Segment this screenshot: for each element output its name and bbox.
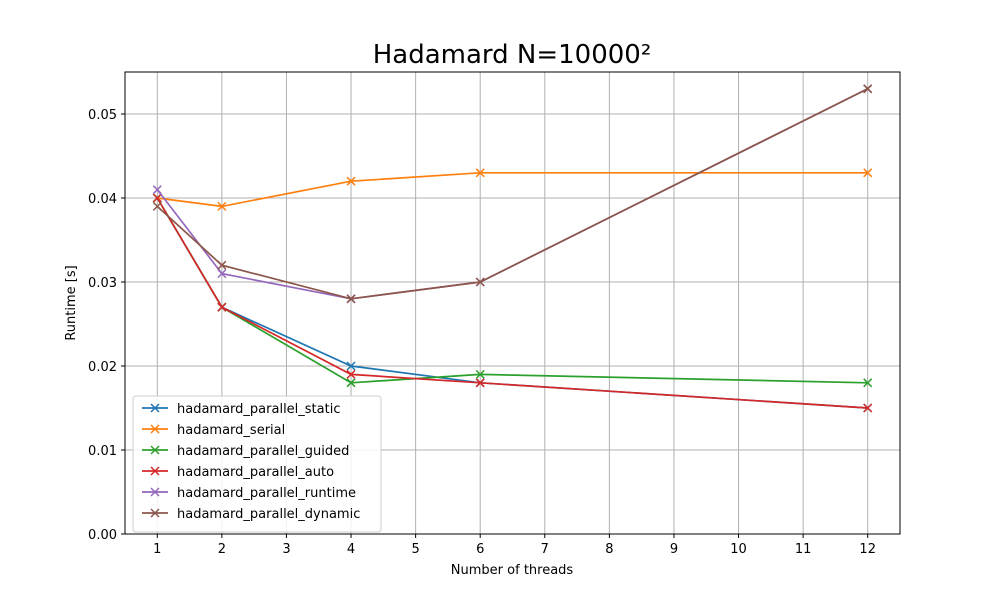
data-point bbox=[152, 185, 162, 195]
legend-item: hadamard_parallel_auto bbox=[142, 465, 334, 480]
data-point bbox=[346, 378, 356, 388]
legend-box bbox=[132, 395, 382, 533]
data-point bbox=[346, 361, 356, 371]
data-point bbox=[217, 302, 227, 312]
legend-label: hadamard_parallel_runtime bbox=[177, 486, 356, 501]
series-hadamard_parallel_auto bbox=[152, 193, 873, 413]
legend-item: hadamard_serial bbox=[142, 423, 285, 438]
data-point bbox=[863, 403, 873, 413]
x-tick-label: 10 bbox=[730, 542, 747, 557]
legend-label: hadamard_serial bbox=[177, 423, 285, 438]
data-point bbox=[475, 369, 485, 379]
data-point bbox=[475, 168, 485, 178]
y-axis-label: Runtime [s] bbox=[64, 265, 79, 340]
data-point bbox=[863, 378, 873, 388]
legend-marker bbox=[150, 466, 160, 476]
y-tick-label: 0.04 bbox=[88, 192, 117, 207]
legend-marker bbox=[150, 445, 160, 455]
x-tick-label: 2 bbox=[218, 542, 226, 557]
x-tick-label: 6 bbox=[476, 542, 484, 557]
series-layer bbox=[152, 84, 873, 413]
legend-marker bbox=[150, 424, 160, 434]
x-tick-label: 4 bbox=[347, 542, 355, 557]
legend-label: hadamard_parallel_dynamic bbox=[177, 507, 360, 522]
x-tick-label: 12 bbox=[859, 542, 876, 557]
data-point bbox=[346, 294, 356, 304]
data-point bbox=[217, 260, 227, 270]
x-axis-label: Number of threads bbox=[451, 563, 574, 578]
y-tick-label: 0.03 bbox=[88, 276, 117, 291]
legend-item: hadamard_parallel_static bbox=[142, 402, 340, 417]
y-tick-label: 0.00 bbox=[88, 528, 117, 543]
x-tick-label: 11 bbox=[795, 542, 812, 557]
legend-item: hadamard_parallel_runtime bbox=[142, 486, 356, 501]
y-tick-label: 0.01 bbox=[88, 444, 117, 459]
legend-marker bbox=[150, 403, 160, 413]
legend-label: hadamard_parallel_guided bbox=[177, 444, 349, 459]
legend-marker bbox=[150, 508, 160, 518]
data-point bbox=[863, 168, 873, 178]
y-tick-label: 0.05 bbox=[88, 108, 117, 123]
data-point bbox=[475, 277, 485, 287]
data-point bbox=[346, 176, 356, 186]
x-tick-label: 8 bbox=[605, 542, 613, 557]
x-tick-label: 1 bbox=[153, 542, 161, 557]
data-point bbox=[346, 369, 356, 379]
data-point bbox=[152, 201, 162, 211]
x-tick-label: 7 bbox=[541, 542, 549, 557]
y-tick-label: 0.02 bbox=[88, 360, 117, 375]
grid bbox=[125, 72, 900, 535]
x-tick-label: 3 bbox=[282, 542, 290, 557]
legend-label: hadamard_parallel_static bbox=[177, 402, 340, 417]
data-point bbox=[152, 193, 162, 203]
ticks: 1 2 3 4 5 6 7 8 9 10 11 120.000.010.020.030.040.05 bbox=[88, 108, 876, 557]
chart-title: Hadamard N=10000² bbox=[373, 40, 652, 70]
plot-frame bbox=[124, 71, 901, 535]
data-point bbox=[863, 84, 873, 94]
legend-marker bbox=[150, 487, 160, 497]
legend-label: hadamard_parallel_auto bbox=[177, 465, 334, 480]
data-point bbox=[475, 378, 485, 388]
legend-item: hadamard_parallel_guided bbox=[142, 444, 349, 459]
x-tick-label: 9 bbox=[670, 542, 678, 557]
legend-item: hadamard_parallel_dynamic bbox=[142, 507, 360, 522]
series-hadamard_parallel_dynamic bbox=[152, 84, 873, 304]
data-point bbox=[217, 201, 227, 211]
legend: hadamard_parallel_static hadamard_serialh… bbox=[132, 395, 382, 533]
data-point bbox=[217, 269, 227, 279]
x-tick-label: 5 bbox=[411, 542, 419, 557]
